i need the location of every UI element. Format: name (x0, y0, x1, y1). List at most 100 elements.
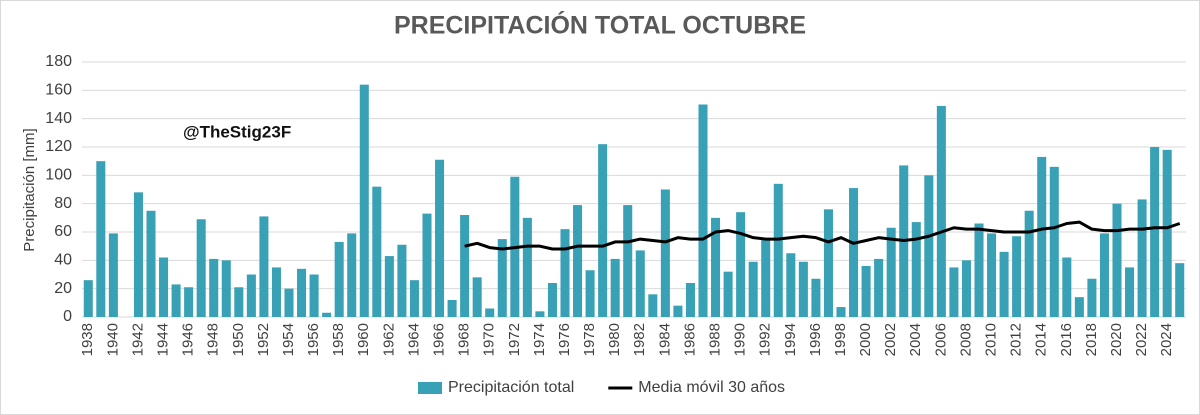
x-tick-label: 2018 (1083, 323, 1100, 356)
bar (1125, 267, 1135, 317)
bar (861, 266, 871, 317)
x-tick-label: 1946 (180, 323, 197, 356)
x-tick-label: 1944 (155, 323, 172, 356)
y-axis-label: Precipitación [mm] (21, 128, 38, 251)
x-tick-label: 2000 (857, 323, 874, 356)
bar (573, 205, 583, 317)
bar (974, 223, 984, 317)
bar (447, 300, 457, 317)
bar (961, 260, 971, 317)
bar (999, 251, 1009, 317)
y-tick-label: 160 (45, 82, 72, 99)
bar (547, 283, 557, 317)
bar (949, 267, 959, 317)
bar (221, 260, 231, 317)
bar (196, 219, 206, 317)
x-tick-label: 2006 (932, 323, 949, 356)
annotation: @TheStig23F (183, 122, 291, 141)
x-tick-label: 1948 (205, 323, 222, 356)
x-tick-label: 1970 (481, 323, 498, 356)
bar (623, 205, 633, 317)
bar (911, 222, 921, 317)
x-tick-label: 1978 (581, 323, 598, 356)
bar (322, 312, 332, 317)
y-tick-label: 0 (63, 308, 72, 325)
bar (698, 104, 708, 317)
bar (83, 280, 93, 317)
x-tick-label: 1960 (355, 323, 372, 356)
bar (1062, 257, 1072, 317)
x-tick-label: 2008 (957, 323, 974, 356)
bar (635, 250, 645, 317)
bar (171, 284, 181, 317)
x-tick-label: 2010 (983, 323, 1000, 356)
y-tick-label: 60 (54, 223, 72, 240)
bar (96, 161, 106, 317)
bar (685, 283, 695, 317)
bar (460, 215, 470, 317)
bar (1175, 263, 1185, 317)
bar (409, 280, 419, 317)
bar (849, 188, 859, 317)
bar (159, 257, 169, 317)
bar (773, 183, 783, 317)
x-tick-label: 1968 (456, 323, 473, 356)
bar (711, 217, 721, 317)
x-tick-label: 1992 (757, 323, 774, 356)
bar (648, 294, 658, 317)
x-tick-label: 1996 (807, 323, 824, 356)
bar (1162, 149, 1172, 317)
bar (748, 261, 758, 317)
bar (723, 271, 733, 317)
bar (359, 84, 369, 318)
x-tick-label: 2024 (1158, 323, 1175, 356)
bar (146, 210, 156, 317)
bar (535, 311, 545, 317)
bar (1049, 166, 1059, 317)
x-tick-label: 2020 (1108, 323, 1125, 356)
bar (522, 217, 532, 317)
x-tick-label: 1976 (556, 323, 573, 356)
x-tick-label: 1966 (431, 323, 448, 356)
bar (334, 241, 344, 317)
x-tick-label: 2004 (907, 323, 924, 356)
y-tick-label: 120 (45, 138, 72, 155)
bar (297, 268, 307, 317)
x-tick-label: 2016 (1058, 323, 1075, 356)
x-tick-label: 1962 (380, 323, 397, 356)
x-tick-label: 1938 (79, 323, 96, 356)
x-tick-label: 2022 (1133, 323, 1150, 356)
bar (1024, 210, 1034, 317)
bar (1037, 156, 1047, 317)
legend-label: Media móvil 30 años (638, 379, 785, 396)
bar (823, 209, 833, 317)
bar (736, 212, 746, 317)
bar (786, 253, 796, 317)
bar (472, 277, 482, 317)
legend-swatch (418, 382, 442, 394)
bar (1099, 233, 1109, 317)
x-tick-label: 1964 (405, 323, 422, 356)
bar (309, 274, 319, 317)
bar (560, 229, 570, 317)
x-tick-label: 1982 (631, 323, 648, 356)
x-tick-label: 1940 (104, 323, 121, 356)
x-tick-label: 1956 (305, 323, 322, 356)
x-tick-label: 2012 (1008, 323, 1025, 356)
x-tick-label: 1974 (531, 323, 548, 356)
bar (1012, 236, 1022, 317)
bar (924, 175, 934, 317)
bar (184, 287, 194, 317)
bar (234, 287, 244, 317)
bar (987, 233, 997, 317)
x-tick-label: 2002 (882, 323, 899, 356)
y-tick-label: 140 (45, 110, 72, 127)
x-tick-label: 1980 (606, 323, 623, 356)
x-tick-label: 1988 (707, 323, 724, 356)
bar (811, 278, 821, 317)
x-tick-label: 2014 (1033, 323, 1050, 356)
bar (1074, 297, 1084, 317)
x-tick-label: 1972 (506, 323, 523, 356)
bar (384, 256, 394, 317)
